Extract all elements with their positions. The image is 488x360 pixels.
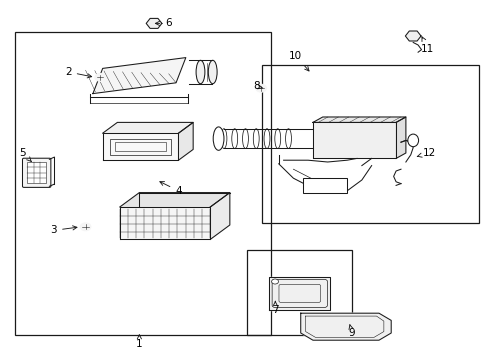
Text: 11: 11 bbox=[420, 37, 434, 54]
Ellipse shape bbox=[407, 134, 418, 147]
Circle shape bbox=[255, 84, 266, 92]
Circle shape bbox=[95, 73, 105, 81]
Bar bbox=[303, 178, 346, 193]
Ellipse shape bbox=[208, 60, 217, 84]
Text: 9: 9 bbox=[348, 325, 355, 338]
Bar bbox=[115, 142, 166, 151]
Bar bbox=[27, 162, 46, 183]
Text: 2: 2 bbox=[65, 67, 91, 78]
Text: 3: 3 bbox=[50, 225, 77, 235]
Polygon shape bbox=[102, 122, 193, 133]
Text: 5: 5 bbox=[20, 148, 31, 161]
Bar bbox=[15, 32, 271, 335]
Polygon shape bbox=[268, 277, 330, 310]
Text: 10: 10 bbox=[289, 51, 308, 71]
Text: 6: 6 bbox=[155, 18, 172, 28]
Polygon shape bbox=[395, 117, 405, 158]
Ellipse shape bbox=[274, 129, 280, 148]
Ellipse shape bbox=[221, 129, 226, 148]
Ellipse shape bbox=[285, 129, 291, 148]
Bar bbox=[110, 139, 171, 155]
Ellipse shape bbox=[242, 129, 248, 148]
Polygon shape bbox=[146, 18, 162, 28]
Circle shape bbox=[271, 279, 278, 284]
Circle shape bbox=[80, 223, 91, 231]
Polygon shape bbox=[93, 58, 185, 94]
Polygon shape bbox=[312, 122, 395, 158]
Ellipse shape bbox=[213, 127, 224, 150]
Polygon shape bbox=[210, 193, 229, 239]
Ellipse shape bbox=[231, 129, 237, 148]
FancyBboxPatch shape bbox=[22, 158, 51, 187]
Polygon shape bbox=[120, 207, 210, 239]
Text: 12: 12 bbox=[416, 148, 435, 158]
Text: 4: 4 bbox=[160, 182, 182, 196]
Text: 7: 7 bbox=[271, 301, 278, 315]
Polygon shape bbox=[405, 31, 420, 41]
Ellipse shape bbox=[264, 129, 269, 148]
Polygon shape bbox=[178, 122, 193, 160]
Polygon shape bbox=[102, 149, 193, 160]
Polygon shape bbox=[300, 313, 390, 340]
Polygon shape bbox=[120, 193, 229, 207]
Polygon shape bbox=[102, 133, 178, 160]
Ellipse shape bbox=[196, 60, 204, 84]
Bar bbox=[246, 250, 351, 335]
Ellipse shape bbox=[253, 129, 259, 148]
Text: 8: 8 bbox=[253, 81, 262, 91]
Text: 1: 1 bbox=[136, 335, 142, 349]
Bar bbox=[261, 65, 478, 223]
Polygon shape bbox=[312, 117, 405, 122]
